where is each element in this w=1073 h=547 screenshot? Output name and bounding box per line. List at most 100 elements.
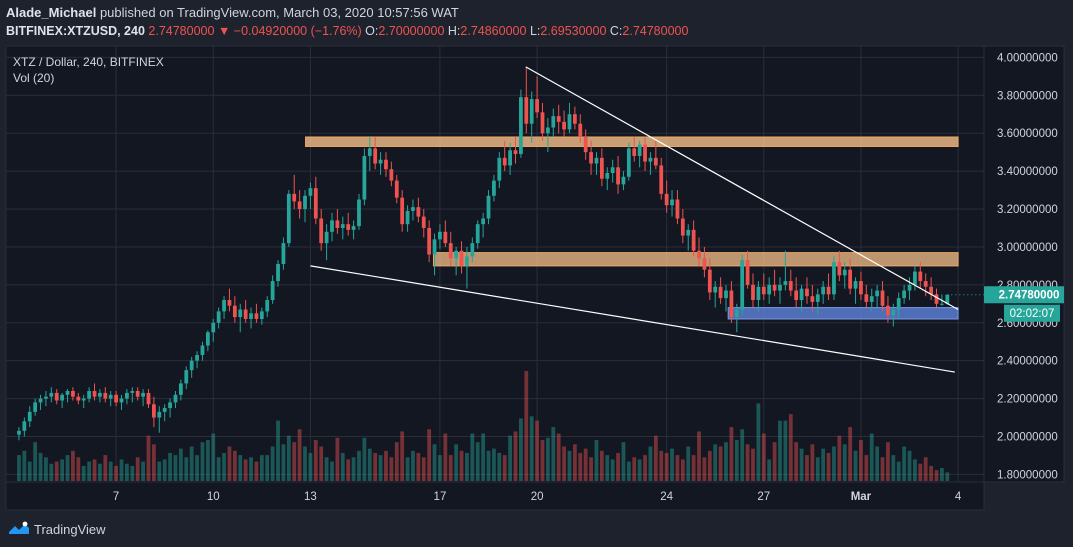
candle-body xyxy=(270,281,275,301)
time-tick-labels: 7 10 13 17 20 24 27 Mar 4 xyxy=(113,491,962,503)
zone-1 xyxy=(432,252,959,267)
zone-2 xyxy=(727,307,959,320)
time-tick-label: 7 xyxy=(113,491,119,503)
candle-body xyxy=(907,284,912,291)
chart-title: XTZ / Dollar, 240, BITFINEX xyxy=(13,55,164,69)
candle-body xyxy=(772,284,777,291)
volume-bar xyxy=(243,459,248,481)
candle-body xyxy=(599,157,604,179)
candle-body xyxy=(713,286,718,293)
candle-body xyxy=(400,197,405,225)
candle-body xyxy=(340,224,345,228)
volume-bar xyxy=(567,450,572,481)
candle-body xyxy=(562,121,566,130)
volume-bar xyxy=(54,461,59,481)
candle-body xyxy=(734,309,739,318)
candle-body xyxy=(162,408,167,412)
volume-bar xyxy=(470,433,475,481)
candle-body xyxy=(540,112,545,134)
candle-body xyxy=(529,99,534,124)
candle-body xyxy=(178,383,183,395)
volume-bar xyxy=(934,470,939,481)
volume-bar xyxy=(108,461,113,481)
candle-body xyxy=(761,286,766,295)
candle-body xyxy=(643,144,647,162)
candle-body xyxy=(945,294,950,304)
candle-body xyxy=(653,157,658,166)
volume-bar xyxy=(432,444,437,481)
price-tick-label: 4.00000000 xyxy=(997,52,1058,64)
volume-bar xyxy=(918,463,923,481)
volume-bar xyxy=(438,455,442,481)
low-value: 2.69530000 xyxy=(540,24,607,38)
time-axis[interactable] xyxy=(5,481,985,511)
candle-body xyxy=(373,148,378,164)
tradingview-brand[interactable]: TradingView xyxy=(34,522,106,537)
volume-bar xyxy=(254,461,259,481)
time-tick-label: 4 xyxy=(955,491,962,503)
candle-body xyxy=(497,157,502,181)
candle-body xyxy=(745,260,750,285)
volume-legend: Vol (20) xyxy=(13,71,54,85)
volume-bar xyxy=(799,448,804,481)
candle-body xyxy=(27,411,32,422)
volume-bar xyxy=(664,452,669,481)
author-name[interactable]: Alade_Michael xyxy=(6,5,97,20)
volume-bar xyxy=(794,442,799,481)
volume-bar xyxy=(740,429,745,481)
volume-bar xyxy=(551,427,556,481)
candle-body xyxy=(286,193,291,244)
candle-body xyxy=(227,300,232,306)
price-tick-label: 3.60000000 xyxy=(997,128,1058,140)
published-text: published on TradingView.com, March 03, … xyxy=(99,5,459,20)
down-arrow-icon: ▼ xyxy=(217,24,231,38)
candle-body xyxy=(794,290,799,301)
candle-body xyxy=(832,262,836,295)
volume-bar xyxy=(508,435,513,481)
volume-bar xyxy=(448,455,453,481)
candle-body xyxy=(173,394,178,403)
volume-bar xyxy=(707,450,712,481)
volume-bar xyxy=(594,440,599,481)
candle-body xyxy=(535,99,539,113)
volume-bar xyxy=(416,452,421,481)
volume-bar xyxy=(842,444,847,481)
candle-body xyxy=(357,199,361,227)
tradingview-logo-icon[interactable] xyxy=(8,520,30,538)
price-chart[interactable]: 4.00000000 3.80000000 3.60000000 3.40000000… xyxy=(0,0,1073,511)
volume-bar xyxy=(659,450,664,481)
candle-body xyxy=(87,391,92,399)
price-tick-label: 2.40000000 xyxy=(997,356,1058,368)
candle-body xyxy=(783,281,788,285)
candle-body xyxy=(303,195,307,210)
candle-body xyxy=(259,311,264,319)
volume-bar xyxy=(605,455,610,481)
candle-body xyxy=(940,303,944,305)
candle-body xyxy=(432,239,437,255)
trendlines[interactable] xyxy=(310,66,984,373)
candle-body xyxy=(168,402,172,409)
candle-body xyxy=(71,391,75,397)
candle-body xyxy=(637,144,642,156)
volume-bar xyxy=(400,431,405,481)
candle-body xyxy=(119,398,124,403)
candle-body xyxy=(157,411,162,418)
candle-body xyxy=(821,286,826,295)
candle-body xyxy=(572,114,577,124)
candle-body xyxy=(616,167,620,185)
price-axis[interactable] xyxy=(983,45,1065,483)
volume-bar xyxy=(357,450,361,481)
candle-body xyxy=(610,167,615,174)
volume-bar xyxy=(249,457,253,481)
volume-bar xyxy=(923,457,928,481)
zones[interactable] xyxy=(305,136,959,320)
candle-body xyxy=(265,300,270,312)
volume-bar xyxy=(718,446,723,481)
candle-body xyxy=(502,157,507,166)
chart-header: Alade_Michael published on TradingView.c… xyxy=(0,0,1073,44)
candle-body xyxy=(524,97,529,124)
volume-bar xyxy=(81,465,86,481)
candle-body xyxy=(632,148,637,156)
candle-body xyxy=(513,150,518,155)
volume-bar xyxy=(767,459,772,481)
